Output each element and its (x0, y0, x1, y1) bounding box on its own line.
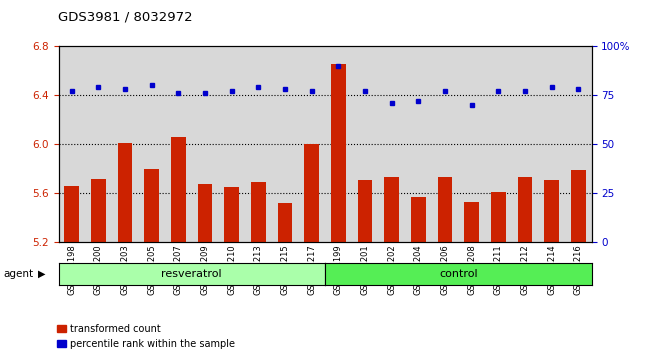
Bar (118, 143, 133, 242)
Bar (358, 180, 372, 242)
Bar (64, 186, 79, 242)
Text: agent: agent (3, 269, 33, 279)
Bar (544, 180, 559, 242)
Bar (251, 182, 266, 242)
Bar (144, 169, 159, 242)
Bar (384, 177, 399, 242)
Legend: transformed count, percentile rank within the sample: transformed count, percentile rank withi… (57, 324, 235, 349)
Bar (331, 64, 346, 242)
Bar (411, 197, 426, 242)
Bar (464, 202, 479, 242)
Text: ▶: ▶ (38, 269, 46, 279)
Bar (171, 137, 186, 242)
Bar (224, 187, 239, 242)
Bar (198, 184, 213, 242)
Bar (304, 144, 319, 242)
Bar (571, 170, 586, 242)
Bar (517, 177, 532, 242)
Bar (91, 179, 106, 242)
Bar (491, 192, 506, 242)
Text: control: control (439, 269, 478, 279)
Text: GDS3981 / 8032972: GDS3981 / 8032972 (58, 11, 193, 24)
Text: resveratrol: resveratrol (161, 269, 222, 279)
Bar (437, 177, 452, 242)
Bar (278, 203, 292, 242)
